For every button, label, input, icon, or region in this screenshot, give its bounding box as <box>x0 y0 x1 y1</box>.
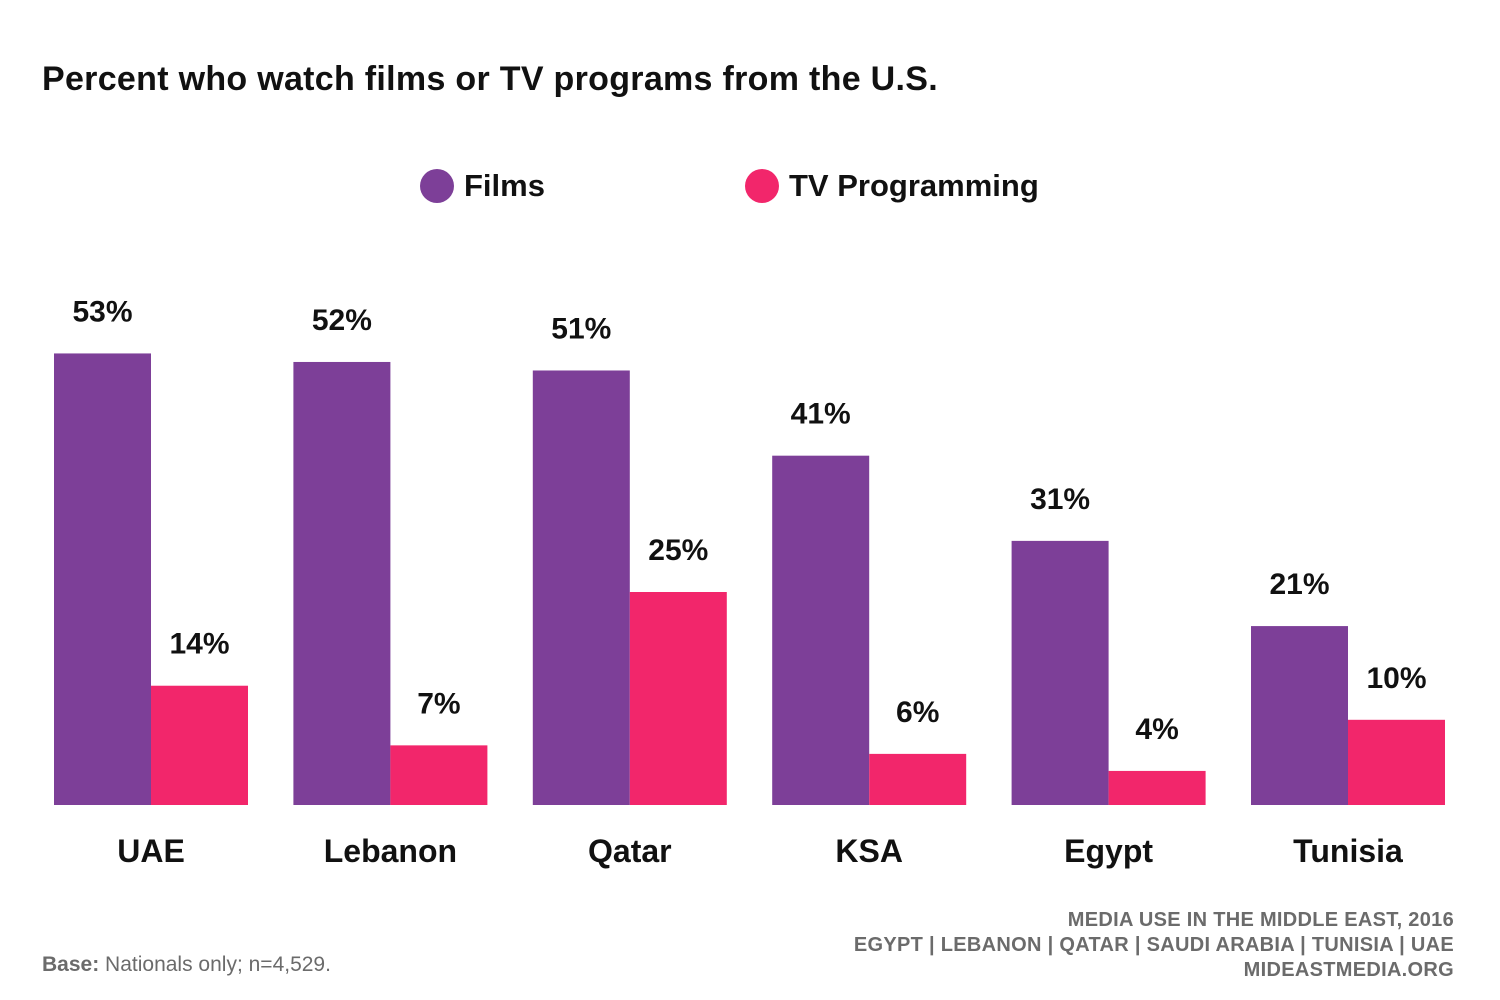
data-label-tv-programming-tunisia: 10% <box>1366 662 1426 695</box>
source-line-1: MEDIA USE IN THE MIDDLE EAST, 2016 <box>1067 909 1454 931</box>
source-credit: MEDIA USE IN THE MIDDLE EAST, 2016 EGYPT… <box>854 908 1454 983</box>
category-label-egypt: Egypt <box>1064 833 1153 869</box>
legend-label-tv-programming: TV Programming <box>789 168 1039 203</box>
data-label-films-qatar: 51% <box>551 312 611 345</box>
source-line-3: MIDEASTMEDIA.ORG <box>1243 959 1454 981</box>
data-label-tv-programming-qatar: 25% <box>648 534 708 567</box>
category-label-ksa: KSA <box>835 833 903 869</box>
bar-tv-programming-lebanon <box>390 745 488 805</box>
bar-tv-programming-tunisia <box>1348 719 1445 805</box>
data-label-films-ksa: 41% <box>791 398 851 431</box>
legend-item-films: Films <box>420 168 545 204</box>
data-label-tv-programming-uae: 14% <box>169 628 229 661</box>
base-note: Base: Nationals only; n=4,529. <box>42 953 331 977</box>
bar-tv-programming-qatar <box>629 592 727 805</box>
data-label-films-egypt: 31% <box>1030 483 1090 516</box>
category-label-tunisia: Tunisia <box>1293 833 1403 869</box>
bar-films-lebanon <box>293 361 391 805</box>
bar-tv-programming-ksa <box>869 753 967 805</box>
bar-films-tunisia <box>1251 626 1348 805</box>
bar-films-egypt <box>1011 540 1109 805</box>
legend: Films TV Programming <box>0 168 1500 208</box>
legend-item-tv-programming: TV Programming <box>745 168 1039 204</box>
bar-tv-programming-egypt <box>1108 770 1206 805</box>
data-label-films-lebanon: 52% <box>312 304 372 337</box>
category-label-uae: UAE <box>117 833 185 869</box>
legend-swatch-films <box>420 169 454 203</box>
bar-films-uae <box>54 353 151 805</box>
category-label-qatar: Qatar <box>588 833 672 869</box>
category-label-lebanon: Lebanon <box>324 833 457 869</box>
source-line-2: EGYPT | LEBANON | QATAR | SAUDI ARABIA |… <box>853 934 1454 956</box>
data-label-tv-programming-lebanon: 7% <box>417 687 460 720</box>
bar-films-qatar <box>532 370 630 805</box>
data-label-films-uae: 53% <box>72 295 132 328</box>
legend-label-films: Films <box>464 168 545 203</box>
base-label: Base: <box>42 953 100 976</box>
legend-swatch-tv-programming <box>745 169 779 203</box>
bar-chart: 53% 14% UAE 52% 7% Lebanon 51% 25% Qatar 41% 6% KSA… <box>54 295 1445 869</box>
data-label-films-tunisia: 21% <box>1269 568 1329 601</box>
chart-title: Percent who watch films or TV programs f… <box>42 60 938 98</box>
base-text: Nationals only; n=4,529. <box>105 953 331 976</box>
bar-films-ksa <box>772 455 870 805</box>
bar-tv-programming-uae <box>151 685 248 805</box>
data-label-tv-programming-egypt: 4% <box>1135 713 1178 746</box>
data-label-tv-programming-ksa: 6% <box>896 696 939 729</box>
